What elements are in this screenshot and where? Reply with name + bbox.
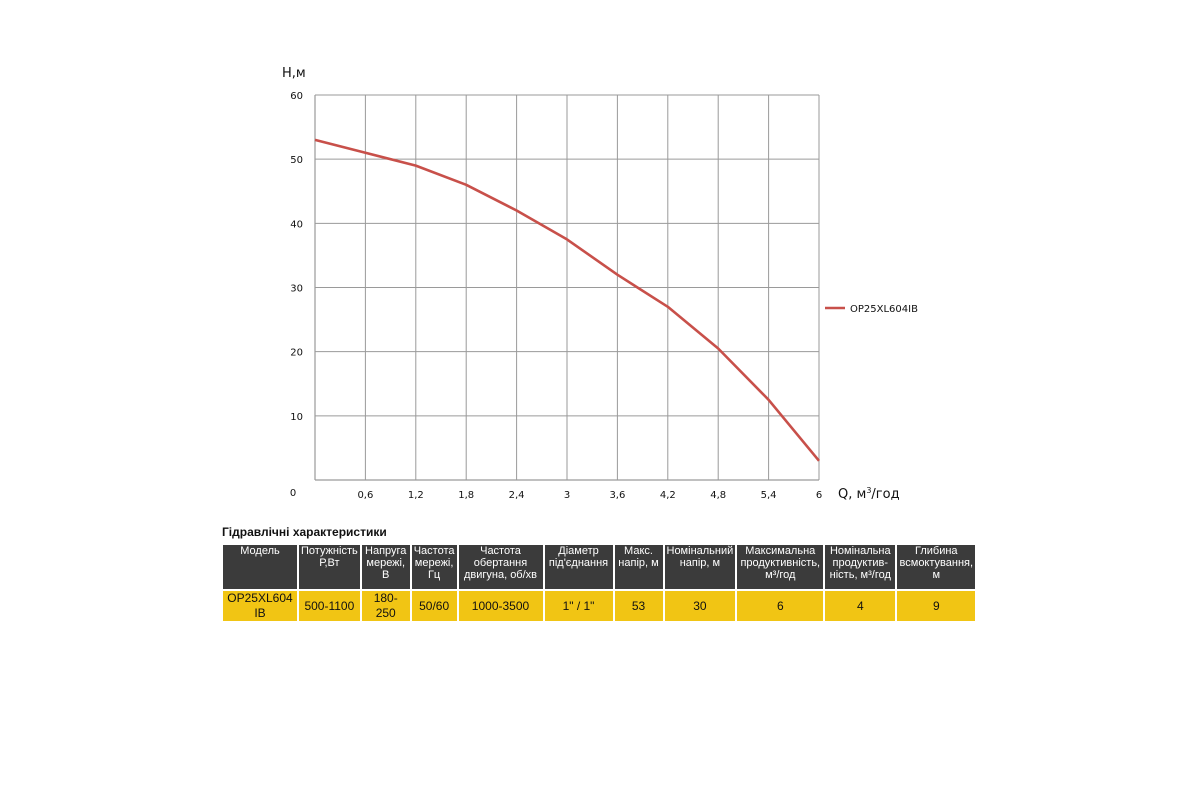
table-row: OP25XL604 IB 500-1100 180-250 50/60 1000… [223, 591, 976, 621]
y-tick-label: 20 [290, 348, 303, 359]
header-frequency: Частота мережі, Гц [411, 545, 457, 591]
tick-labels: 0,6 1,2 1,8 2,4 3 3,6 4,2 4,8 5,4 6 10 20 30 40 50 60 [290, 91, 822, 501]
x-tick-label: 1,8 [458, 490, 474, 501]
header-max-flow: Максимальна продуктивність, м³/год [737, 545, 824, 591]
cell-max-head: 53 [614, 591, 663, 621]
legend-label: OP25XL604IB [850, 304, 918, 315]
x-tick-label: 4,2 [660, 490, 676, 501]
table-title: Гідравлічні характеристики [222, 525, 387, 539]
header-voltage: Напруга мережі, В [361, 545, 410, 591]
cell-model: OP25XL604 IB [223, 591, 297, 621]
cell-frequency: 50/60 [411, 591, 457, 621]
x-axis-title: Q, м3/год [838, 486, 900, 502]
x-tick-label: 6 [816, 490, 822, 501]
header-model: Модель [223, 545, 297, 591]
y-tick-label: 60 [290, 91, 303, 102]
y-tick-label: 10 [290, 412, 303, 423]
x-tick-label: 0,6 [357, 490, 373, 501]
chart-legend: OP25XL604IB [825, 304, 918, 315]
cell-suction-depth: 9 [897, 591, 976, 621]
chart-series [314, 138, 821, 462]
specs-table: Модель Потужність Р,Вт Напруга мережі, В… [221, 545, 977, 621]
y-tick-label: 40 [290, 219, 303, 230]
cell-rotation-speed: 1000-3500 [458, 591, 543, 621]
x-tick-label: 4,8 [710, 490, 726, 501]
cell-voltage: 180-250 [361, 591, 410, 621]
table-header-row: Модель Потужність Р,Вт Напруга мережі, В… [223, 545, 976, 591]
header-rotation-speed: Частота обертання двигуна, об/хв [458, 545, 543, 591]
header-nominal-head: Номінальний напір, м [664, 545, 736, 591]
header-connection-diameter: Діаметр під'єднання [544, 545, 613, 591]
cell-max-flow: 6 [737, 591, 824, 621]
y-axis-title: H,м [282, 66, 306, 81]
cell-connection-diameter: 1" / 1" [544, 591, 613, 621]
y-tick-label: 30 [290, 284, 303, 295]
x-tick-label: 1,2 [408, 490, 424, 501]
chart-grid [315, 94, 820, 480]
header-nominal-flow: Номінальна продуктив-ність, м³/год [825, 545, 896, 591]
cell-power: 500-1100 [299, 591, 360, 621]
header-suction-depth: Глибина всмоктування, м [897, 545, 976, 591]
chart-axes [314, 95, 819, 481]
x-tick-label: 3 [564, 490, 570, 501]
series-line-op25xl604ib [314, 138, 821, 462]
x-axis-title-sup: 3 [866, 486, 871, 495]
header-power: Потужність Р,Вт [299, 545, 360, 591]
cell-nominal-flow: 4 [825, 591, 896, 621]
header-max-head: Макс. напір, м [614, 545, 663, 591]
origin-label: 0 [290, 488, 296, 499]
x-tick-label: 5,4 [761, 490, 777, 501]
cell-nominal-head: 30 [664, 591, 736, 621]
x-axis-title-prefix: Q, м [838, 487, 866, 502]
x-tick-label: 2,4 [509, 490, 525, 501]
x-axis-title-suffix: /год [871, 487, 899, 502]
x-tick-label: 3,6 [609, 490, 625, 501]
y-tick-label: 50 [290, 155, 303, 166]
